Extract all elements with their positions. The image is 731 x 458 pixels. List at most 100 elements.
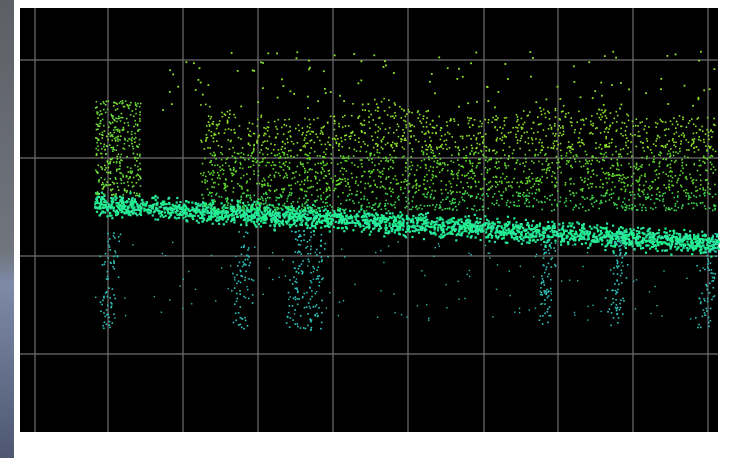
point	[206, 134, 208, 136]
point	[699, 195, 701, 197]
point	[430, 179, 432, 181]
point	[489, 223, 491, 225]
point	[401, 139, 403, 141]
point	[414, 126, 416, 128]
point	[643, 194, 645, 196]
point	[381, 140, 383, 142]
point	[616, 204, 618, 206]
point	[565, 205, 567, 207]
point	[521, 243, 523, 245]
point	[709, 188, 711, 190]
point	[412, 148, 414, 150]
point	[279, 212, 281, 214]
point	[297, 181, 299, 183]
point	[276, 200, 278, 202]
point	[708, 249, 710, 251]
point	[360, 198, 362, 200]
point	[551, 210, 553, 212]
point	[521, 135, 523, 137]
point	[393, 117, 395, 119]
point	[505, 242, 507, 244]
point	[556, 148, 558, 150]
point	[474, 227, 476, 229]
point	[609, 230, 611, 232]
point	[715, 194, 717, 196]
point	[703, 189, 705, 191]
point	[661, 120, 663, 122]
point	[633, 173, 635, 175]
point	[304, 172, 306, 174]
point	[372, 191, 374, 193]
point	[132, 201, 134, 203]
point	[715, 151, 717, 153]
point	[704, 234, 706, 236]
point	[665, 158, 667, 160]
point	[329, 190, 331, 192]
point	[418, 141, 420, 143]
point	[317, 155, 319, 157]
point	[213, 182, 215, 184]
point	[473, 154, 475, 156]
point	[668, 140, 670, 142]
point	[421, 160, 423, 162]
point	[383, 158, 385, 160]
point	[280, 207, 282, 209]
point	[327, 223, 329, 225]
point	[368, 110, 370, 112]
point	[588, 238, 590, 240]
point	[415, 181, 417, 183]
point	[210, 211, 212, 213]
point	[539, 235, 541, 237]
point	[499, 138, 501, 140]
point	[570, 152, 572, 154]
point	[472, 163, 474, 165]
point	[279, 166, 281, 168]
point	[508, 155, 510, 157]
point	[452, 233, 454, 235]
point	[258, 223, 260, 225]
point	[557, 167, 559, 169]
point	[681, 186, 683, 188]
point	[390, 196, 392, 198]
point	[396, 144, 398, 146]
point	[253, 164, 255, 166]
point	[472, 125, 474, 127]
point	[708, 145, 710, 147]
point	[527, 182, 529, 184]
point	[516, 205, 518, 207]
point	[358, 202, 360, 204]
point	[266, 205, 268, 207]
point	[558, 135, 560, 137]
point	[272, 214, 274, 216]
point	[409, 231, 411, 233]
point	[247, 195, 249, 197]
point	[447, 132, 449, 134]
point	[468, 123, 470, 125]
point	[218, 132, 220, 134]
point	[405, 116, 407, 118]
point	[451, 171, 453, 173]
point	[368, 202, 370, 204]
point	[456, 209, 458, 211]
point	[660, 241, 662, 243]
point	[551, 127, 553, 129]
point	[625, 189, 627, 191]
point	[708, 132, 710, 134]
point	[553, 148, 555, 150]
point	[458, 124, 460, 126]
point	[428, 170, 430, 172]
point	[245, 205, 247, 207]
point	[373, 209, 375, 211]
point	[504, 162, 506, 164]
point	[485, 231, 487, 233]
point	[191, 202, 193, 204]
point	[489, 233, 491, 235]
point	[686, 178, 688, 180]
point	[446, 148, 448, 150]
point	[525, 141, 527, 143]
point	[174, 216, 176, 218]
point	[109, 205, 111, 207]
point	[401, 108, 403, 110]
point	[674, 246, 676, 248]
point	[468, 135, 470, 137]
